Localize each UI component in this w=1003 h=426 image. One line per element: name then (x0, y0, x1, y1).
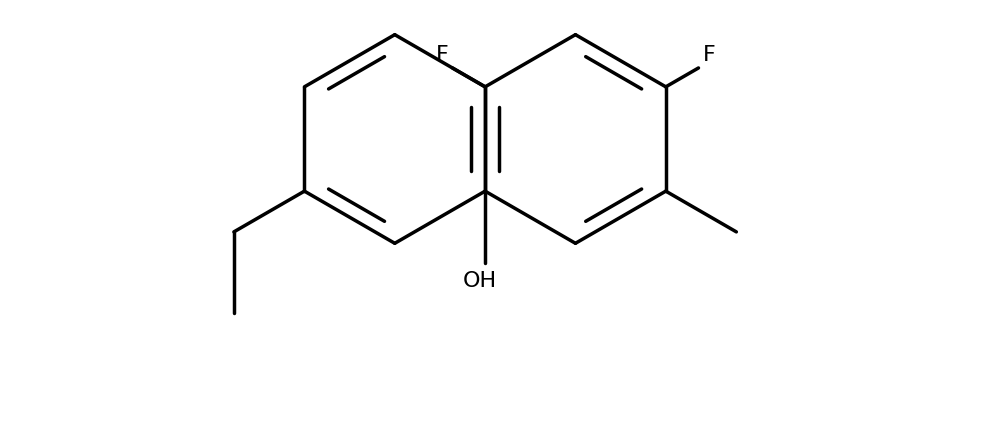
Text: F: F (435, 45, 448, 65)
Text: F: F (702, 45, 714, 65)
Text: OH: OH (462, 271, 496, 291)
